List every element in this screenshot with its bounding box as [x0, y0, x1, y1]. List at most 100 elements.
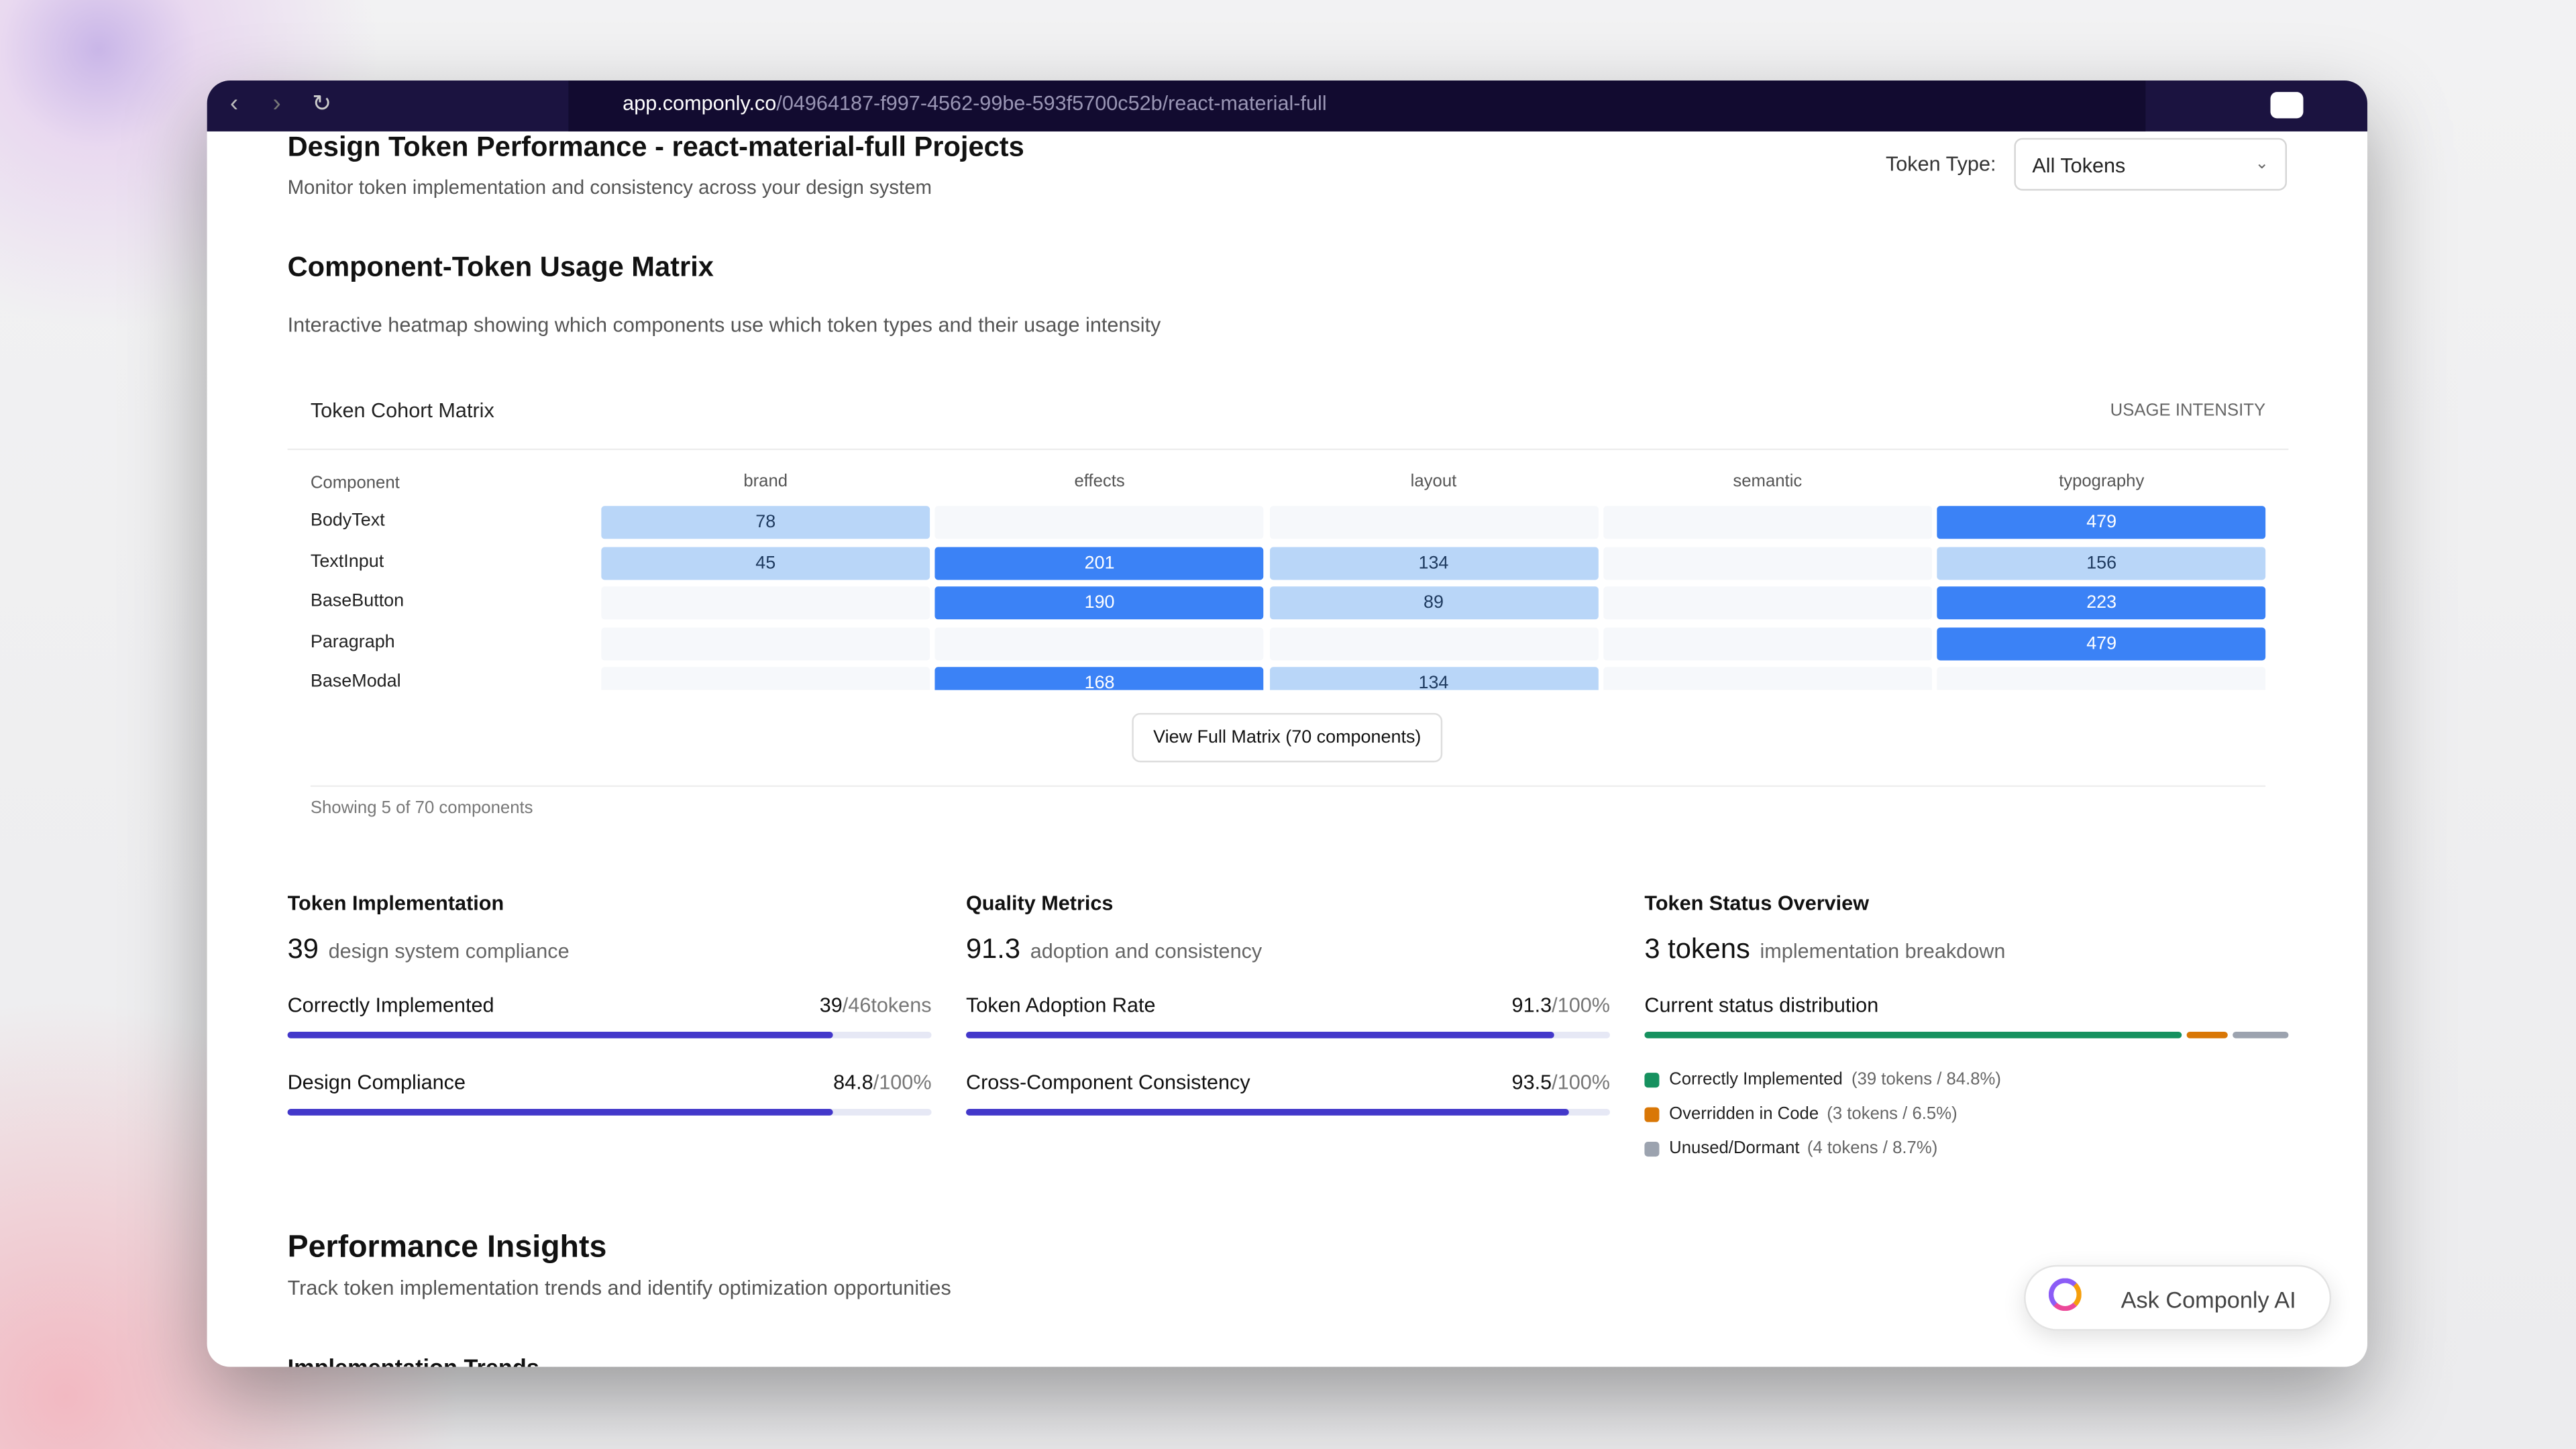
status-value: 3 tokens — [1644, 933, 1750, 965]
heat-cell — [1937, 667, 2266, 690]
bar-label: Design Compliance — [287, 1071, 466, 1095]
row-header: Component — [310, 473, 400, 493]
heat-cell — [1603, 667, 1932, 690]
status-segment — [2233, 1031, 2289, 1038]
ask-ai-button[interactable]: Ask Componly AI — [2024, 1265, 2332, 1331]
status-summary: 3 tokens implementation breakdown — [1644, 933, 2005, 966]
card-title: Token Cohort Matrix — [310, 399, 494, 423]
legend-detail: (39 tokens / 84.8%) — [1851, 1069, 2002, 1089]
bar-number: 91.3 — [1511, 994, 1552, 1017]
url-path: /04964187-f997-4562-99be-593f5700c52b/re… — [776, 92, 1327, 115]
heat-cell: 479 — [1937, 627, 2266, 660]
status-segment — [1644, 1031, 2183, 1038]
page-title: Design Token Performance - react-materia… — [287, 131, 1024, 163]
section-title: Component-Token Usage Matrix — [287, 251, 714, 283]
insights-title: Performance Insights — [287, 1230, 607, 1265]
heat-cell — [601, 586, 930, 620]
browser-window: ‹ › ↻ app.componly.co/04964187-f997-4562… — [207, 80, 2367, 1367]
bar-fill — [287, 1031, 834, 1038]
matrix-footer: Showing 5 of 70 components — [310, 798, 533, 818]
bar-value: 39/46tokens — [820, 994, 932, 1017]
bar-fill — [287, 1109, 834, 1116]
row-label: Paragraph — [310, 631, 395, 652]
heat-cell — [601, 627, 930, 660]
metric-caption: design system compliance — [328, 939, 570, 963]
metric-title: Quality Metrics — [966, 892, 1114, 916]
column-header: semantic — [1733, 471, 1803, 492]
distribution-label: Current status distribution — [1644, 994, 1879, 1017]
address-bar[interactable] — [568, 80, 2146, 131]
select-value: All Tokens — [2032, 154, 2126, 178]
legend-detail: (4 tokens / 8.7%) — [1807, 1138, 1938, 1159]
ai-icon — [2048, 1278, 2082, 1311]
view-full-button[interactable]: View Full Matrix (70 components) — [1132, 712, 1443, 763]
heat-cell — [935, 506, 1264, 539]
toolbar: ‹ › ↻ app.componly.co/04964187-f997-4562… — [207, 80, 2367, 131]
column-header: brand — [743, 471, 788, 492]
bar-number: 93.5 — [1511, 1071, 1552, 1095]
heat-cell: 223 — [1937, 586, 2266, 620]
metric-caption: adoption and consistency — [1030, 939, 1263, 963]
forward-button[interactable]: › — [272, 89, 281, 118]
divider — [310, 785, 2266, 788]
legend-swatch — [1644, 1073, 1660, 1088]
url: app.componly.co/04964187-f997-4562-99be-… — [623, 92, 1326, 115]
heat-cell — [1603, 506, 1932, 539]
extension-icon[interactable] — [2270, 92, 2304, 119]
heat-cell: 134 — [1269, 546, 1598, 580]
legend-name: Unused/Dormant — [1669, 1138, 1800, 1159]
heat-cell: 190 — [935, 586, 1264, 620]
heatmap: brand effects layout semantic typography Body… — [207, 458, 2367, 690]
heat-cell: 168 — [935, 667, 1264, 690]
legend-detail: (3 tokens / 6.5%) — [1827, 1104, 1957, 1124]
next-heading: Implementation Trends — [288, 1354, 539, 1367]
bar-label: Cross-Component Consistency — [966, 1071, 1250, 1095]
heat-cell — [1269, 506, 1598, 539]
row-label: TextInput — [310, 551, 384, 572]
heat-cell: 479 — [1937, 506, 2266, 539]
chevron: ⌄ — [2255, 155, 2269, 174]
legend-name: Correctly Implemented — [1669, 1069, 1843, 1089]
heat-cell — [1603, 586, 1932, 620]
heat-cell: 89 — [1269, 586, 1598, 620]
status-caption: implementation breakdown — [1760, 939, 2006, 963]
metric-value: 91.3 — [966, 933, 1021, 965]
token-type-select[interactable]: All Tokens ⌄ — [2014, 138, 2287, 191]
bar-fill — [966, 1109, 1568, 1116]
legend-swatch — [1644, 1107, 1660, 1122]
page-subtitle: Monitor token implementation and consist… — [287, 176, 932, 199]
legend-name: Overridden in Code — [1669, 1104, 1819, 1124]
legend-label: USAGE INTENSITY — [2110, 400, 2266, 421]
bar-number: 39 — [819, 994, 843, 1017]
reload-button[interactable]: ↻ — [312, 89, 332, 116]
heat-cell — [1603, 546, 1932, 580]
row-label: BaseModal — [310, 672, 401, 690]
column-header: effects — [1074, 471, 1125, 492]
section-description: Interactive heatmap showing which compon… — [287, 313, 1161, 337]
back-button[interactable]: ‹ — [229, 89, 239, 118]
column-header: typography — [2059, 471, 2145, 492]
metric-title: Token Implementation — [287, 892, 504, 916]
metric-value: 39 — [287, 933, 319, 965]
ai-label: Ask Componly AI — [2121, 1286, 2296, 1313]
status-segment — [2187, 1031, 2229, 1038]
row-label: BodyText — [310, 511, 385, 531]
bar-value: 91.3/100% — [1512, 994, 1610, 1017]
metric-summary: 39 design system compliance — [288, 933, 570, 966]
insights-subtitle: Track token implementation trends and id… — [287, 1276, 951, 1300]
url-host: app.componly.co — [623, 92, 777, 115]
bar-max: /100% — [1552, 994, 1611, 1017]
status-title: Token Status Overview — [1644, 892, 1870, 916]
bar-max: /46tokens — [842, 994, 932, 1017]
divider — [287, 448, 2289, 451]
heat-cell: 134 — [1269, 667, 1598, 690]
heat-cell — [1603, 627, 1932, 660]
bar-fill — [966, 1031, 1554, 1038]
bar-max: /100% — [873, 1071, 932, 1095]
bar-label: Correctly Implemented — [287, 994, 494, 1017]
metric-summary: 91.3 adoption and consistency — [966, 933, 1262, 966]
bar-value: 84.8/100% — [833, 1071, 931, 1094]
heat-cell — [935, 627, 1264, 660]
